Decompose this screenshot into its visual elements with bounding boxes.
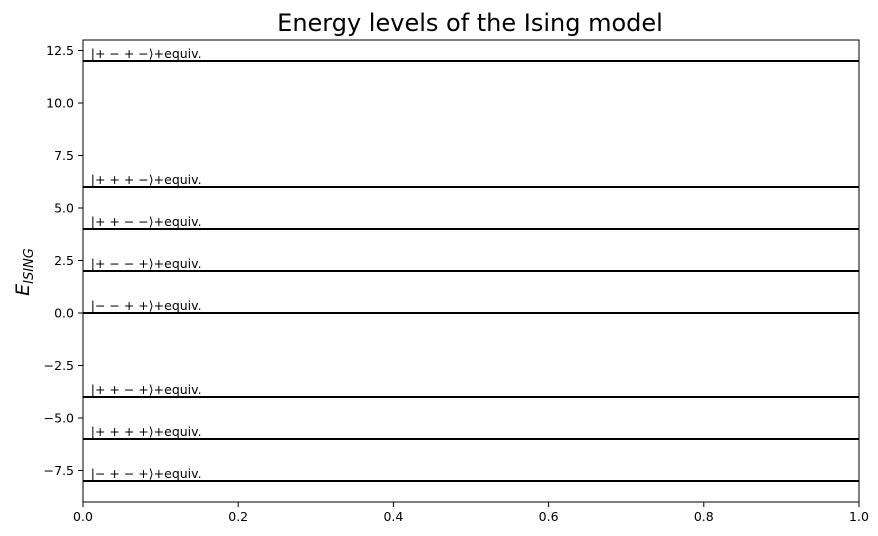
y-tick-label: 10.0	[46, 96, 74, 111]
chart-title: Energy levels of the Ising model	[277, 9, 663, 37]
x-tick-label: 0.0	[73, 509, 93, 524]
energy-level-label: |+ + − −⟩+equiv.	[91, 214, 202, 229]
x-tick-label: 0.6	[539, 509, 559, 524]
energy-level-label: |− − + +⟩+equiv.	[91, 298, 202, 313]
x-tick-label: 0.2	[228, 509, 248, 524]
plot-frame	[82, 39, 860, 503]
energy-levels: |+ − + −⟩+equiv. |+ + + −⟩+equiv. |+ + − −…	[83, 46, 859, 482]
x-tick-label: 0.8	[694, 509, 714, 524]
x-axis-ticks: 0.0 0.2 0.4 0.6 0.8 1.0	[73, 502, 869, 524]
energy-level-label: |− + − +⟩+equiv.	[91, 466, 202, 481]
y-axis-label-main: E	[12, 284, 34, 296]
x-tick-label: 1.0	[849, 509, 869, 524]
energy-level-label: |+ + + −⟩+equiv.	[91, 172, 202, 187]
y-axis-label-subscript: ISING	[22, 248, 37, 284]
y-tick-label: −7.5	[44, 463, 74, 478]
y-tick-label: 5.0	[54, 201, 74, 216]
y-tick-label: −5.0	[44, 411, 74, 426]
energy-level-label: |+ + + +⟩+equiv.	[91, 424, 202, 439]
energy-level-label: |+ − + −⟩+equiv.	[91, 46, 202, 61]
y-tick-label: −2.5	[44, 358, 74, 373]
y-tick-label: 2.5	[54, 253, 74, 268]
y-axis-ticks: −7.5 −5.0 −2.5 0.0 2.5 5.0 7.5 10.0 12.5	[44, 43, 83, 478]
energy-level-label: |+ + − +⟩+equiv.	[91, 382, 202, 397]
y-axis-label: EISING	[12, 248, 37, 296]
x-tick-label: 0.4	[383, 509, 403, 524]
energy-level-label: |+ − − +⟩+equiv.	[91, 256, 202, 271]
y-tick-label: 12.5	[46, 43, 74, 58]
y-tick-label: 0.0	[54, 306, 74, 321]
y-tick-label: 7.5	[54, 148, 74, 163]
